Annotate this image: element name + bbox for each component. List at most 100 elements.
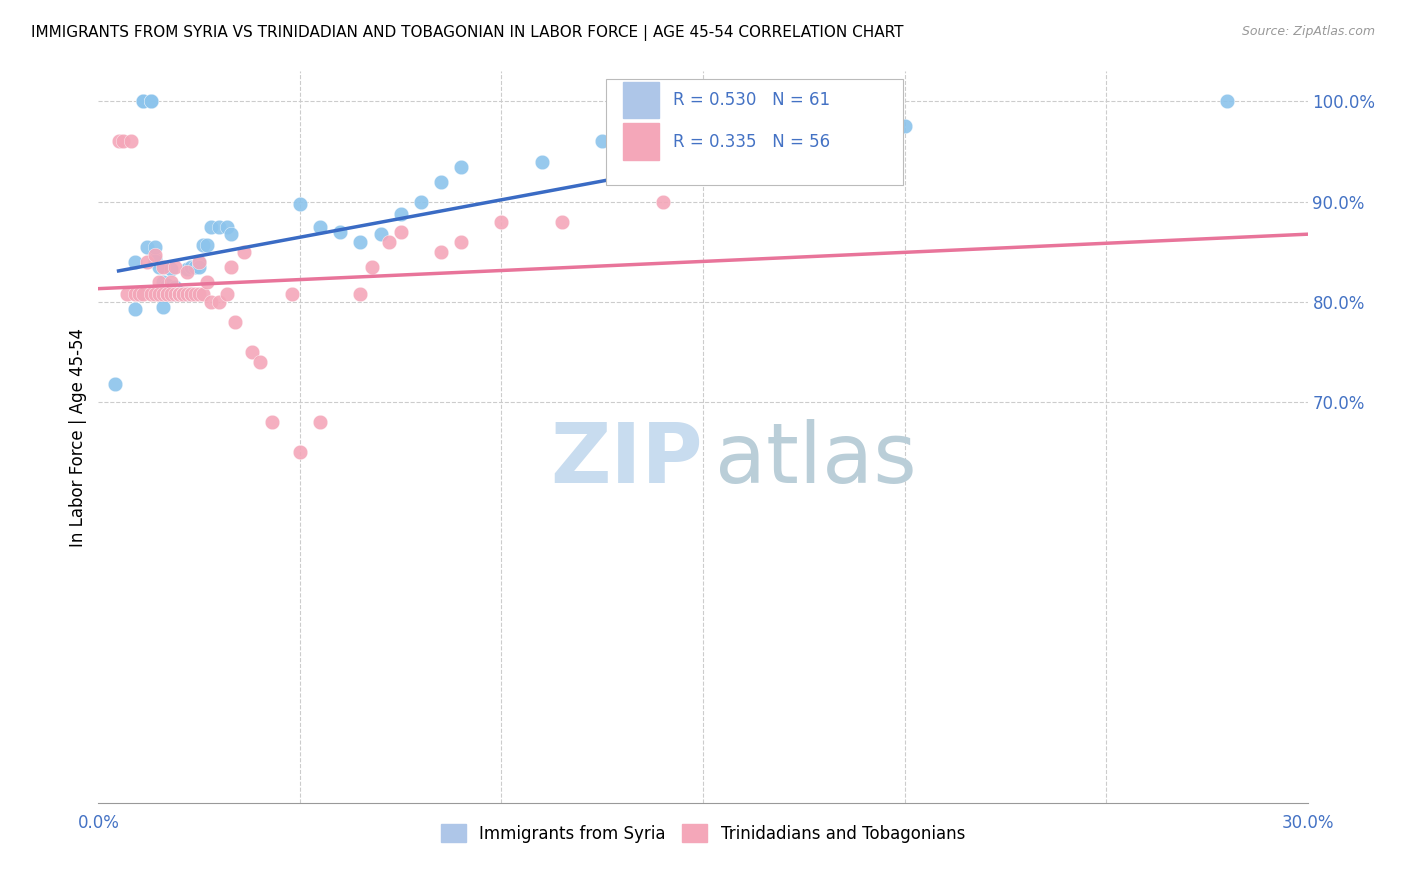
Point bbox=[167, 286, 190, 301]
Point bbox=[167, 286, 190, 301]
Point bbox=[148, 286, 170, 301]
Point bbox=[208, 294, 231, 309]
Point bbox=[143, 286, 166, 301]
Point bbox=[176, 286, 198, 301]
Point bbox=[260, 415, 283, 429]
Text: Source: ZipAtlas.com: Source: ZipAtlas.com bbox=[1241, 25, 1375, 38]
Point bbox=[156, 286, 179, 301]
Point bbox=[167, 286, 190, 301]
Point bbox=[349, 286, 371, 301]
Point bbox=[193, 237, 215, 252]
Point bbox=[152, 286, 174, 301]
Legend: Immigrants from Syria, Trinidadians and Tobagonians: Immigrants from Syria, Trinidadians and … bbox=[434, 818, 972, 849]
Point bbox=[195, 275, 218, 289]
Point bbox=[349, 235, 371, 249]
Point bbox=[180, 286, 202, 301]
Point bbox=[530, 154, 553, 169]
Point bbox=[160, 286, 183, 301]
Point bbox=[491, 214, 513, 228]
Point bbox=[193, 286, 215, 301]
Point bbox=[167, 286, 190, 301]
Point bbox=[160, 261, 183, 276]
Point bbox=[156, 286, 179, 301]
Point bbox=[143, 252, 166, 266]
Point bbox=[163, 286, 186, 301]
Point bbox=[163, 286, 186, 301]
Point bbox=[217, 286, 239, 301]
Point bbox=[221, 227, 243, 241]
Point bbox=[240, 345, 263, 359]
Point bbox=[188, 254, 211, 268]
Point bbox=[430, 175, 453, 189]
Point bbox=[152, 275, 174, 289]
Point bbox=[180, 286, 202, 301]
Point bbox=[224, 315, 246, 329]
Point bbox=[160, 275, 183, 289]
Point bbox=[195, 237, 218, 252]
Text: R = 0.530   N = 61: R = 0.530 N = 61 bbox=[673, 91, 830, 109]
Point bbox=[409, 194, 432, 209]
Point bbox=[651, 194, 673, 209]
Point bbox=[450, 235, 472, 249]
Point bbox=[124, 254, 146, 268]
Point bbox=[107, 135, 129, 149]
Point bbox=[249, 355, 271, 369]
Point bbox=[143, 240, 166, 254]
Point bbox=[124, 301, 146, 316]
Point bbox=[115, 286, 138, 301]
Point bbox=[309, 219, 332, 234]
Point bbox=[176, 265, 198, 279]
Point bbox=[188, 286, 211, 301]
Point bbox=[143, 253, 166, 268]
Point bbox=[361, 260, 384, 274]
Point bbox=[167, 286, 190, 301]
Point bbox=[893, 120, 915, 134]
Point bbox=[184, 286, 207, 301]
Point bbox=[188, 254, 211, 268]
Point bbox=[156, 286, 179, 301]
Point bbox=[329, 225, 352, 239]
Text: IMMIGRANTS FROM SYRIA VS TRINIDADIAN AND TOBAGONIAN IN LABOR FORCE | AGE 45-54 C: IMMIGRANTS FROM SYRIA VS TRINIDADIAN AND… bbox=[31, 25, 904, 41]
Point bbox=[180, 260, 202, 274]
Point bbox=[172, 286, 194, 301]
Point bbox=[167, 286, 190, 301]
Point bbox=[853, 135, 876, 149]
Point bbox=[288, 196, 311, 211]
Point bbox=[208, 219, 231, 234]
Point bbox=[221, 260, 243, 274]
Point bbox=[281, 286, 304, 301]
Point bbox=[132, 286, 155, 301]
Point bbox=[1216, 95, 1239, 109]
Point bbox=[551, 214, 574, 228]
Point bbox=[176, 286, 198, 301]
Point bbox=[180, 286, 202, 301]
Point bbox=[309, 415, 332, 429]
Point bbox=[148, 286, 170, 301]
Point bbox=[143, 248, 166, 262]
Point bbox=[172, 286, 194, 301]
Point bbox=[152, 260, 174, 274]
Point bbox=[591, 135, 613, 149]
Point bbox=[370, 227, 392, 241]
Point bbox=[152, 280, 174, 294]
Point bbox=[176, 286, 198, 301]
Point bbox=[163, 286, 186, 301]
Point bbox=[160, 286, 183, 301]
Text: atlas: atlas bbox=[716, 418, 917, 500]
Point bbox=[163, 280, 186, 294]
Point bbox=[430, 244, 453, 259]
FancyBboxPatch shape bbox=[623, 123, 659, 160]
Point bbox=[200, 219, 222, 234]
Text: R = 0.335   N = 56: R = 0.335 N = 56 bbox=[673, 133, 830, 151]
Point bbox=[124, 286, 146, 301]
Point bbox=[139, 95, 162, 109]
Point bbox=[163, 260, 186, 274]
FancyBboxPatch shape bbox=[623, 81, 659, 118]
Point bbox=[148, 275, 170, 289]
Point bbox=[184, 260, 207, 274]
Point bbox=[132, 95, 155, 109]
Point bbox=[152, 300, 174, 314]
Point bbox=[188, 260, 211, 274]
Y-axis label: In Labor Force | Age 45-54: In Labor Force | Age 45-54 bbox=[69, 327, 87, 547]
FancyBboxPatch shape bbox=[606, 78, 903, 185]
